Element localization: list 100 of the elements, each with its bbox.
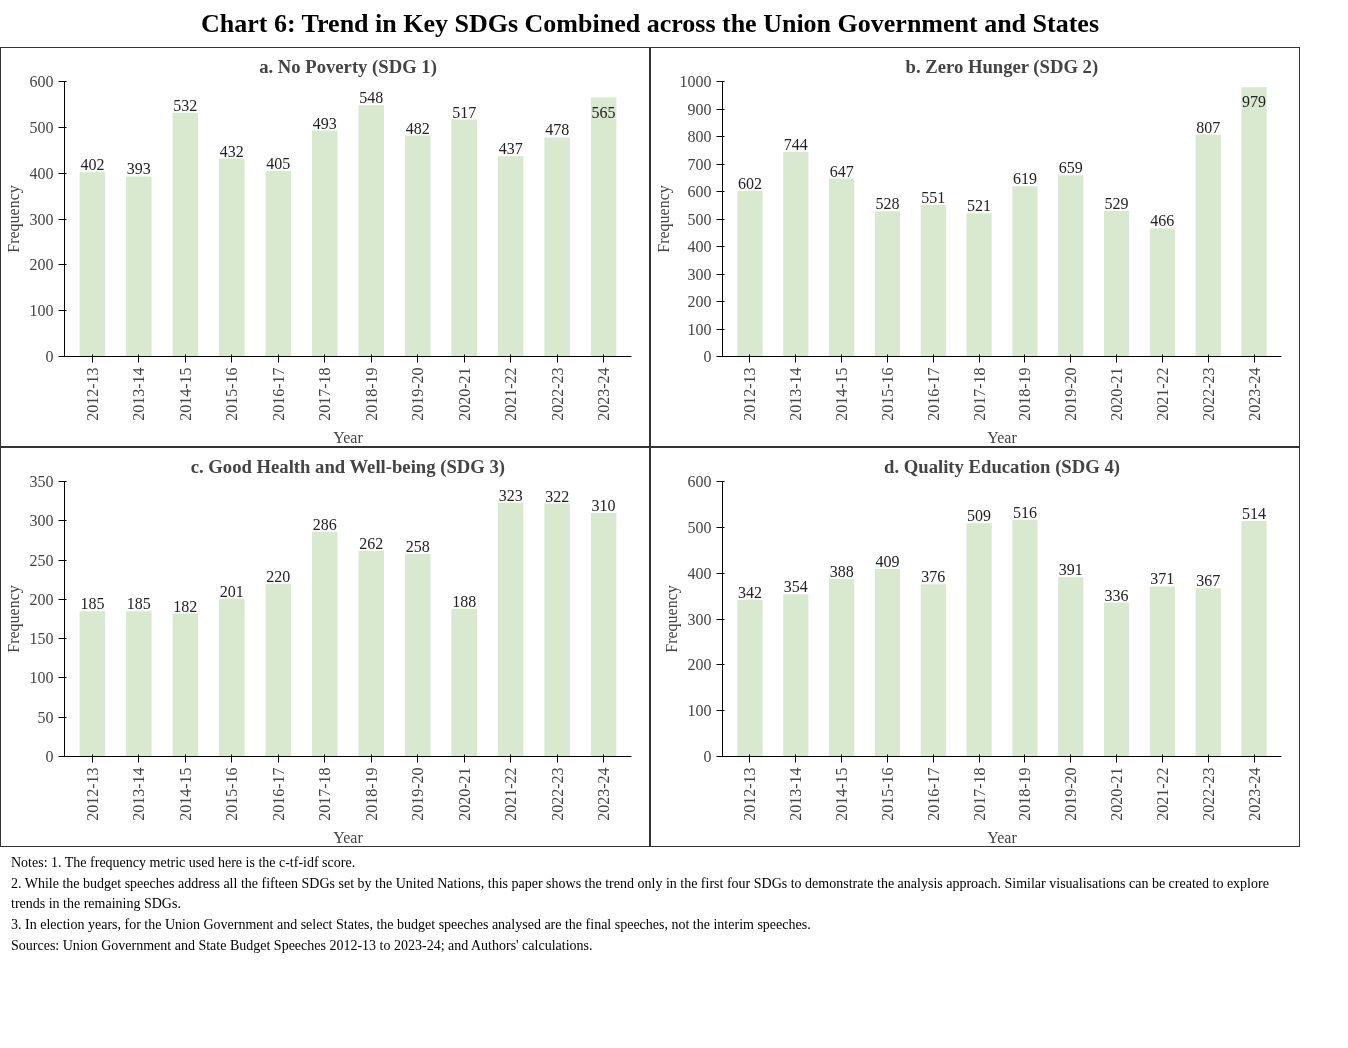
y-tick-label: 200 <box>687 293 712 311</box>
x-tick-label: 2022-23 <box>1199 367 1217 421</box>
x-tick-label: 2017-18 <box>970 367 988 421</box>
x-tick-label: 2014-15 <box>833 367 851 421</box>
data-label: 659 <box>1058 159 1083 177</box>
data-label: 482 <box>405 119 430 137</box>
y-tick-label: 150 <box>29 630 54 648</box>
x-tick-label: 2018-19 <box>1016 767 1034 821</box>
x-tick-label: 2015-16 <box>223 367 241 421</box>
x-tick-label: 2013-14 <box>787 367 805 421</box>
x-tick-label: 2022-23 <box>1199 767 1217 821</box>
data-label: 336 <box>1104 586 1129 604</box>
source-note: Sources: Union Government and State Budget Speeches 2012-13 to 2023-24; and Authors' calculations. <box>11 937 594 956</box>
data-label: 182 <box>173 597 198 615</box>
data-label: 391 <box>1058 561 1083 579</box>
chart-title: c. Good Health and Well-being (SDG 3) <box>190 455 505 478</box>
x-axis-title: Year <box>987 828 1018 846</box>
data-label: 514 <box>1242 505 1267 523</box>
data-label: 323 <box>498 486 523 504</box>
text: Chart 6: Trend in Key SDGs Combined across the Union Government and States <box>200 8 1100 40</box>
x-tick-label: 2016-17 <box>924 767 942 821</box>
data-label: 322 <box>545 487 570 505</box>
y-tick-label: 400 <box>687 238 712 256</box>
data-label: 376 <box>921 568 946 586</box>
y-tick-label: 0 <box>703 348 712 366</box>
x-tick-label: 2012-13 <box>741 367 759 421</box>
data-label: 262 <box>359 534 384 552</box>
y-tick-label: 1000 <box>679 73 712 91</box>
x-tick-label: 2020-21 <box>455 367 473 421</box>
data-label: 409 <box>875 553 900 571</box>
x-tick-label: 2019-20 <box>409 367 427 421</box>
data-label: 220 <box>266 567 291 585</box>
y-tick-label: 500 <box>687 518 712 536</box>
x-tick-label: 2021-22 <box>502 367 520 421</box>
x-axis-title: Year <box>333 828 364 846</box>
y-tick-label: 400 <box>687 564 712 582</box>
x-tick-label: 2012-13 <box>741 767 759 821</box>
x-tick-label: 2021-22 <box>1153 367 1171 421</box>
chart-title: a. No Poverty (SDG 1) <box>259 55 437 78</box>
data-label: 619 <box>1012 170 1037 188</box>
x-tick-label: 2015-16 <box>878 767 896 821</box>
x-tick-label: 2019-20 <box>1062 767 1080 821</box>
x-tick-label: 2020-21 <box>1108 367 1126 421</box>
data-label: 532 <box>173 96 198 114</box>
data-label: 393 <box>126 160 151 178</box>
x-tick-label: 2020-21 <box>455 767 473 821</box>
chart-title: b. Zero Hunger (SDG 2) <box>905 55 1099 78</box>
data-label: 551 <box>921 189 946 207</box>
x-tick-label: 2014-15 <box>176 767 194 821</box>
y-tick-label: 600 <box>29 73 54 91</box>
y-tick-label: 100 <box>687 320 712 338</box>
data-label: 517 <box>452 103 477 121</box>
data-label: 509 <box>967 507 992 525</box>
y-tick-label: 100 <box>29 669 54 687</box>
x-tick-label: 2015-16 <box>223 767 241 821</box>
data-label: 807 <box>1196 118 1221 136</box>
data-label: 185 <box>80 595 105 613</box>
y-axis-title: Frequency <box>662 585 681 653</box>
y-tick-label: 500 <box>687 210 712 228</box>
x-tick-label: 2022-23 <box>548 767 566 821</box>
data-label: 979 <box>1242 93 1267 111</box>
x-tick-label: 2015-16 <box>878 367 896 421</box>
y-tick-label: 200 <box>29 591 54 608</box>
y-tick-label: 600 <box>687 473 712 491</box>
x-tick-label: 2013-14 <box>130 367 148 421</box>
x-tick-label: 2021-22 <box>502 767 520 821</box>
x-tick-label: 2023-24 <box>1245 367 1263 421</box>
y-tick-label: 500 <box>29 118 54 136</box>
data-label: 466 <box>1150 212 1175 230</box>
x-tick-label: 2019-20 <box>409 767 427 821</box>
data-label: 258 <box>405 537 430 555</box>
data-label: 493 <box>312 114 337 132</box>
y-tick-label: 250 <box>29 551 54 569</box>
y-tick-label: 900 <box>687 100 712 118</box>
data-label: 402 <box>80 156 105 174</box>
y-tick-label: 300 <box>687 265 712 283</box>
x-tick-label: 2017-18 <box>316 767 334 821</box>
x-tick-label: 2017-18 <box>316 367 334 421</box>
y-tick-label: 600 <box>687 183 712 201</box>
x-tick-label: 2016-17 <box>924 367 942 421</box>
y-tick-label: 100 <box>687 702 712 720</box>
y-tick-label: 200 <box>29 256 54 274</box>
y-axis-title: Frequency <box>4 585 23 653</box>
chart-title: d. Quality Education (SDG 4) <box>884 455 1120 478</box>
data-label: 548 <box>359 89 384 107</box>
y-axis-title: Frequency <box>654 185 673 253</box>
data-label: 744 <box>783 136 808 154</box>
x-tick-label: 2018-19 <box>362 367 380 421</box>
x-tick-label: 2021-22 <box>1153 767 1171 821</box>
data-label: 602 <box>737 175 762 193</box>
x-tick-label: 2018-19 <box>362 767 380 821</box>
data-label: 188 <box>452 592 477 610</box>
x-tick-label: 2018-19 <box>1016 367 1034 421</box>
data-label: 432 <box>219 142 244 160</box>
y-tick-label: 100 <box>29 302 54 320</box>
data-label: 342 <box>737 583 762 601</box>
x-tick-label: 2023-24 <box>1245 767 1263 821</box>
y-tick-label: 0 <box>45 348 54 366</box>
text: 3. In election years, for the Union Government and select States, the budget speeches analysed are the final speeches, not the interim speeches. <box>11 916 812 935</box>
x-tick-label: 2022-23 <box>548 367 566 421</box>
